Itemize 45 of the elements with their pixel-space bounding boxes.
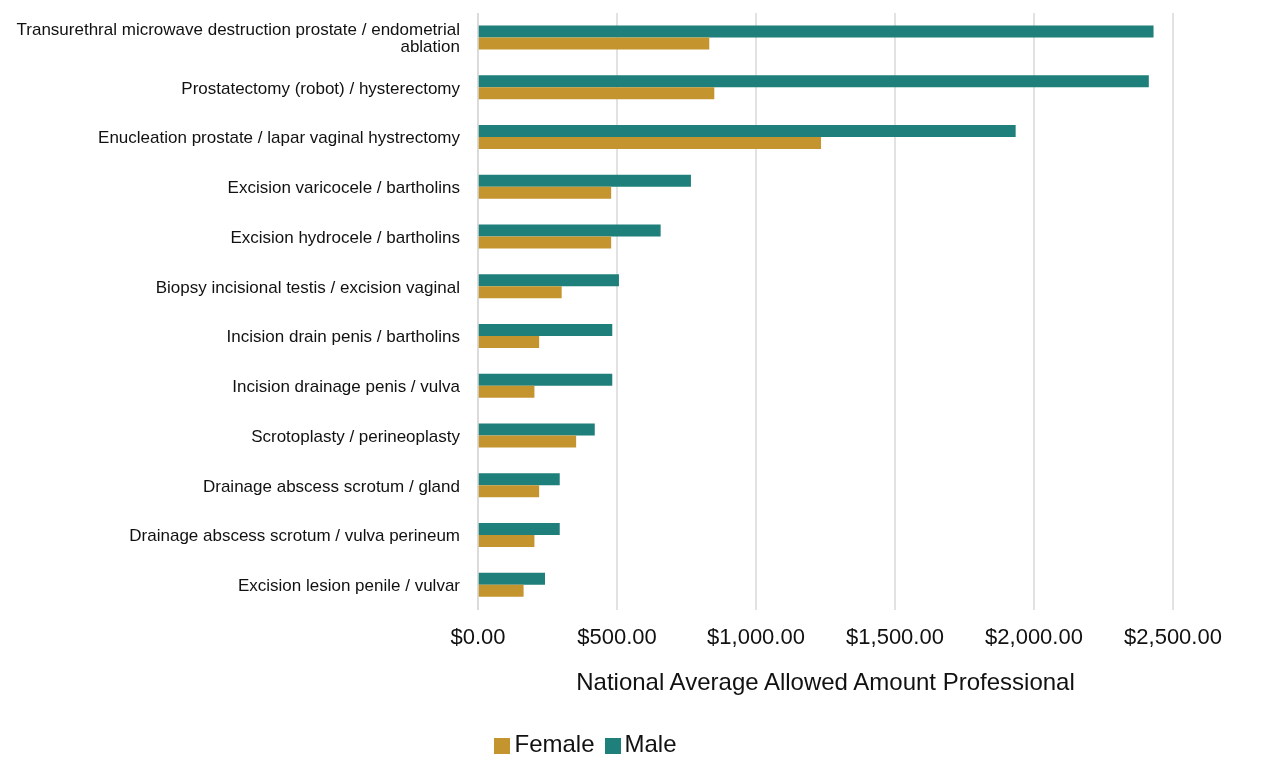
y-tick-label: Excision lesion penile / vulvar [237,576,461,596]
y-tick-label: Drainage abscess scrotum / gland [202,476,460,496]
bar [478,25,1154,38]
bar [478,335,540,348]
bar [478,485,540,498]
bar [478,274,619,287]
bar [478,186,612,199]
bar [478,236,612,249]
x-tick-label: $1,500.00 [846,623,944,649]
bar [478,124,1016,137]
bar [478,286,562,299]
y-tick-label: Enucleation prostate / lapar vaginal hystrectomy [98,128,461,148]
x-tick-label: $0.00 [450,623,506,649]
y-tick-label: Excision hydrocele / bartholins [230,227,460,247]
bar [478,224,661,237]
bar [478,435,577,448]
x-tick-label: $500.00 [577,623,657,649]
bar [478,473,560,486]
bar [478,584,524,597]
legend-label: Male [624,730,677,757]
bar [478,373,613,386]
y-tick-label: Transurethral microwave destruction prostate / endometrial ablation [16,20,460,57]
y-tick-label: Scrotoplasty / perineoplasty [251,426,461,446]
bar [478,87,715,100]
y-tick-label: Incision drainage penis / vulva [232,377,461,397]
bar [478,75,1149,88]
x-tick-label: $2,000.00 [985,623,1083,649]
bar [478,423,595,436]
bar [478,136,822,149]
legend-label: Female [514,730,595,757]
bar [478,323,613,336]
x-tick-label: $2,500.00 [1124,623,1222,649]
bar [478,385,535,398]
bar [478,174,691,187]
y-tick-label: Biopsy incisional testis / excision vaginal [155,277,460,297]
x-tick-label: $1,000.00 [707,623,805,649]
x-axis-title: National Average Allowed Amount Professional [576,668,1075,695]
bar [478,522,560,535]
y-tick-label: Drainage abscess scrotum / vulva perineum [129,526,460,546]
y-tick-label: Prostatectomy (robot) / hysterectomy [181,78,461,98]
bar [478,534,535,547]
bar [478,37,710,50]
y-tick-label: Incision drain penis / bartholins [226,327,460,347]
bar [478,572,545,585]
y-tick-label: Excision varicocele / bartholins [227,178,460,198]
